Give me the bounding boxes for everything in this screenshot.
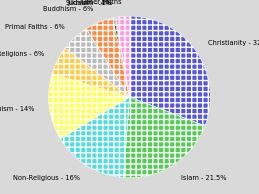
Text: Hinduism - 14%: Hinduism - 14% (0, 106, 35, 112)
Wedge shape (115, 17, 130, 97)
Text: Sikhism - .4%: Sikhism - .4% (66, 0, 111, 6)
Wedge shape (49, 74, 130, 139)
Text: Christianity - 32.5%: Christianity - 32.5% (208, 40, 259, 46)
Text: Non-Religious - 16%: Non-Religious - 16% (13, 175, 80, 181)
Wedge shape (130, 16, 210, 126)
Text: Primal Faiths - 6%: Primal Faiths - 6% (5, 24, 65, 30)
Wedge shape (86, 18, 130, 97)
Text: Other Faiths: Other Faiths (81, 0, 121, 5)
Wedge shape (65, 29, 130, 97)
Wedge shape (124, 97, 205, 178)
Text: Judaism - .2%: Judaism - .2% (67, 0, 113, 6)
Wedge shape (116, 16, 130, 97)
Wedge shape (113, 17, 130, 97)
Wedge shape (60, 97, 130, 178)
Text: Chinese Religions - 6%: Chinese Religions - 6% (0, 51, 44, 57)
Text: Islam - 21.5%: Islam - 21.5% (181, 175, 226, 181)
Text: Buddhism - 6%: Buddhism - 6% (43, 6, 93, 12)
Wedge shape (52, 48, 130, 97)
